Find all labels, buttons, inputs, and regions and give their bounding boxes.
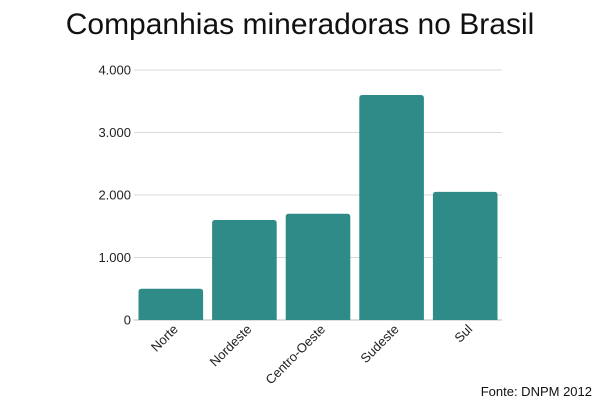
bar-nordeste bbox=[212, 220, 277, 320]
bar-sudeste bbox=[359, 95, 424, 320]
x-tick-label: Nordeste bbox=[207, 322, 255, 370]
source-note: Fonte: DNPM 2012 bbox=[481, 384, 592, 399]
x-tick-label: Centro-Oeste bbox=[262, 322, 328, 388]
y-axis: 0 1.000 2.000 3.000 4.000 bbox=[98, 63, 131, 328]
x-axis: Norte Nordeste Centro-Oeste Sudeste Sul bbox=[148, 321, 476, 387]
bar-sul bbox=[432, 191, 498, 320]
bar-centro-oeste bbox=[285, 213, 351, 320]
bars bbox=[138, 95, 498, 320]
y-tick-label: 3.000 bbox=[98, 125, 131, 140]
chart-title: Companhias mineradoras no Brasil bbox=[66, 8, 535, 41]
bar-norte bbox=[138, 288, 204, 320]
y-tick-label: 1.000 bbox=[98, 250, 131, 265]
x-tick-label: Norte bbox=[148, 322, 181, 355]
x-tick-label: Sudeste bbox=[357, 322, 401, 366]
y-tick-label: 0 bbox=[124, 313, 131, 328]
y-tick-label: 2.000 bbox=[98, 188, 131, 203]
y-tick-label: 4.000 bbox=[98, 63, 131, 78]
x-tick-label: Sul bbox=[451, 321, 475, 345]
